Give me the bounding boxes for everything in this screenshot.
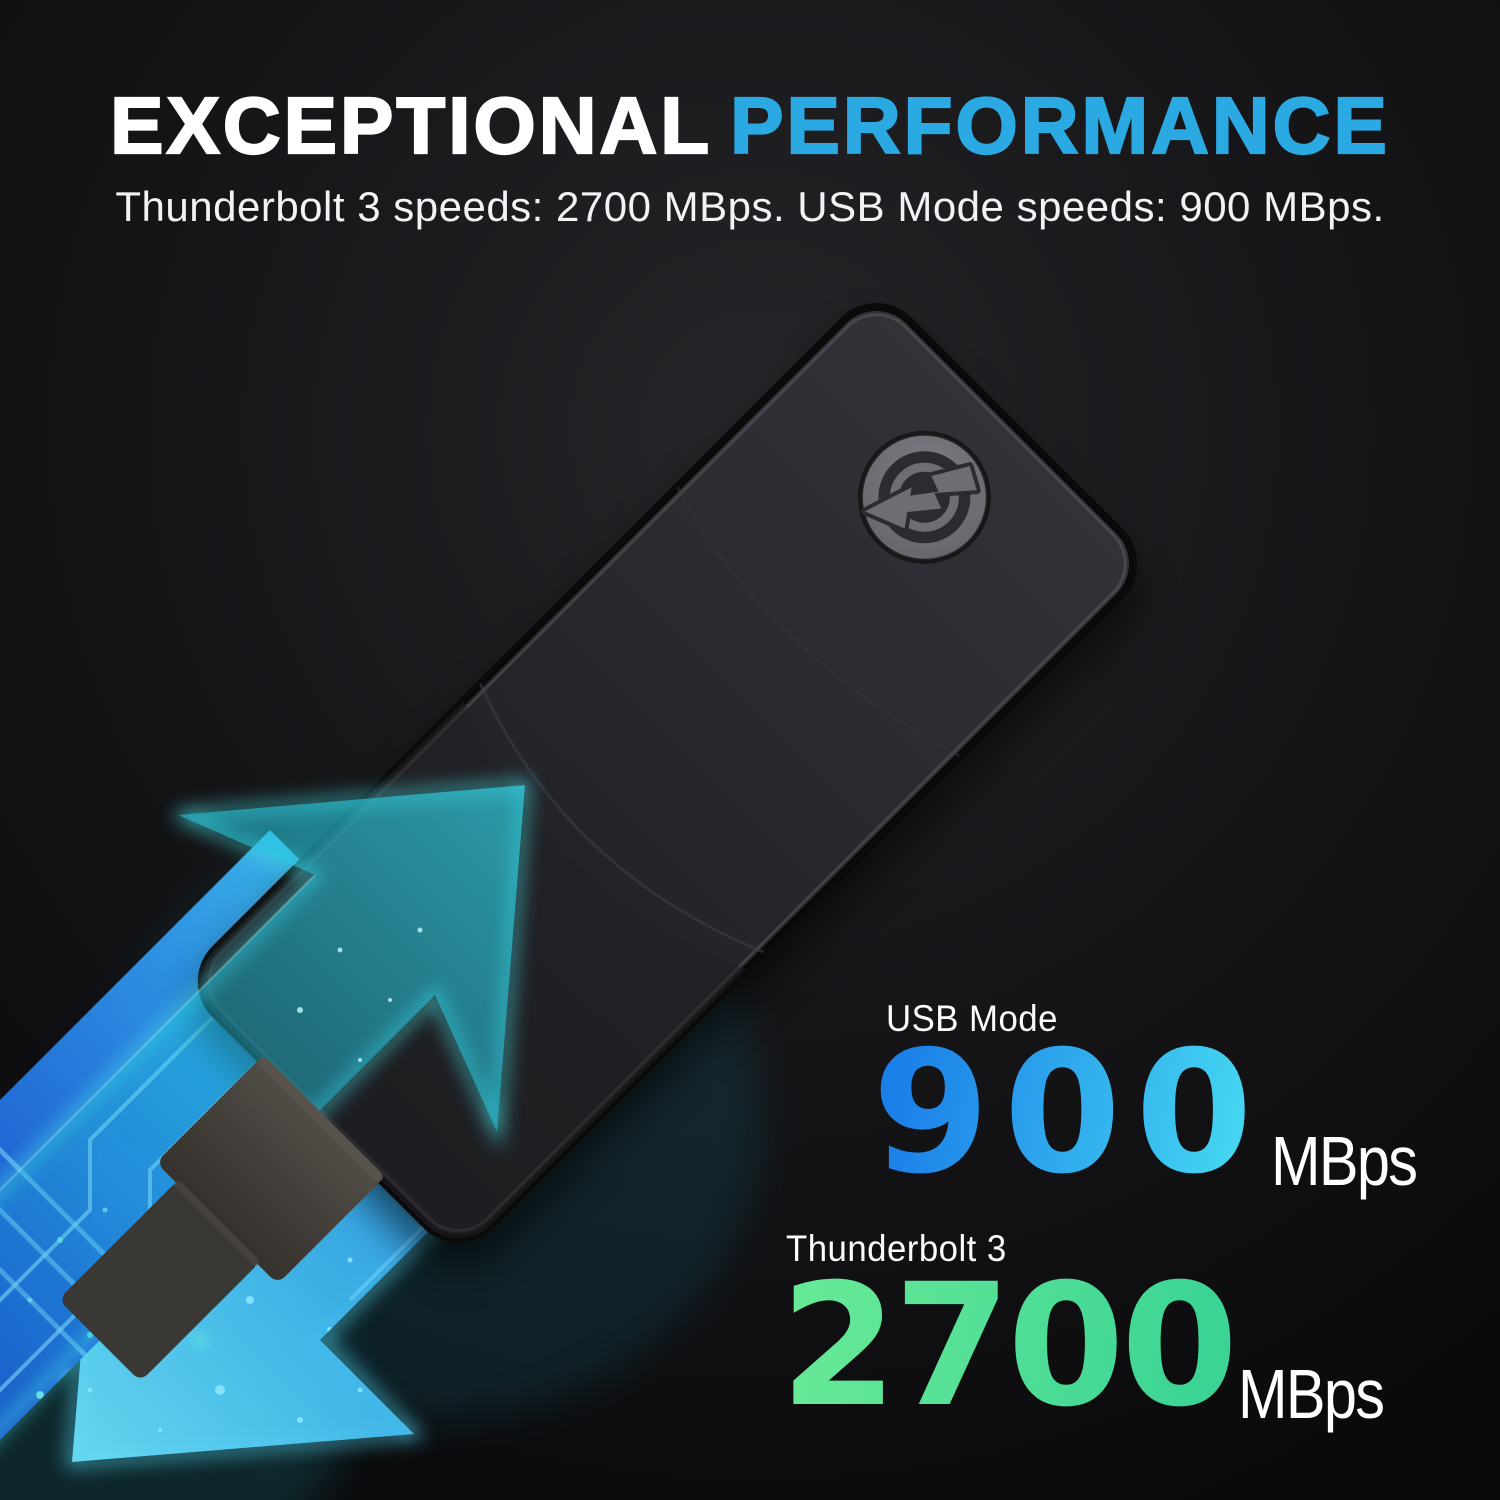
thunderbolt-stat-label: Thunderbolt 3 — [786, 1228, 1007, 1269]
title-word-accent: PERFORMANCE — [729, 81, 1390, 170]
page-subtitle: Thunderbolt 3 speeds: 2700 MBps. USB Mod… — [115, 183, 1385, 230]
usb-c-connector — [62, 1057, 383, 1378]
usb-speed-value: 900 — [872, 1014, 1267, 1211]
header: EXCEPTIONAL PERFORMANCE Thunderbolt 3 spe… — [0, 81, 1500, 230]
usb-mode-stat: 900 MBps — [872, 1028, 1442, 1197]
page-title: EXCEPTIONAL PERFORMANCE — [0, 81, 1500, 170]
title-word-primary: EXCEPTIONAL — [109, 81, 713, 170]
usb-speed-unit: MBps — [1270, 1122, 1418, 1200]
thunderbolt-stat: 2700 MBps — [780, 1261, 1409, 1430]
thunderbolt-arrow-icon — [857, 430, 991, 564]
thunderbolt-speed-value: 2700 — [780, 1247, 1238, 1444]
usb-mode-stat-label: USB Mode — [886, 998, 1058, 1039]
thunderbolt-speed-unit: MBps — [1238, 1355, 1385, 1433]
